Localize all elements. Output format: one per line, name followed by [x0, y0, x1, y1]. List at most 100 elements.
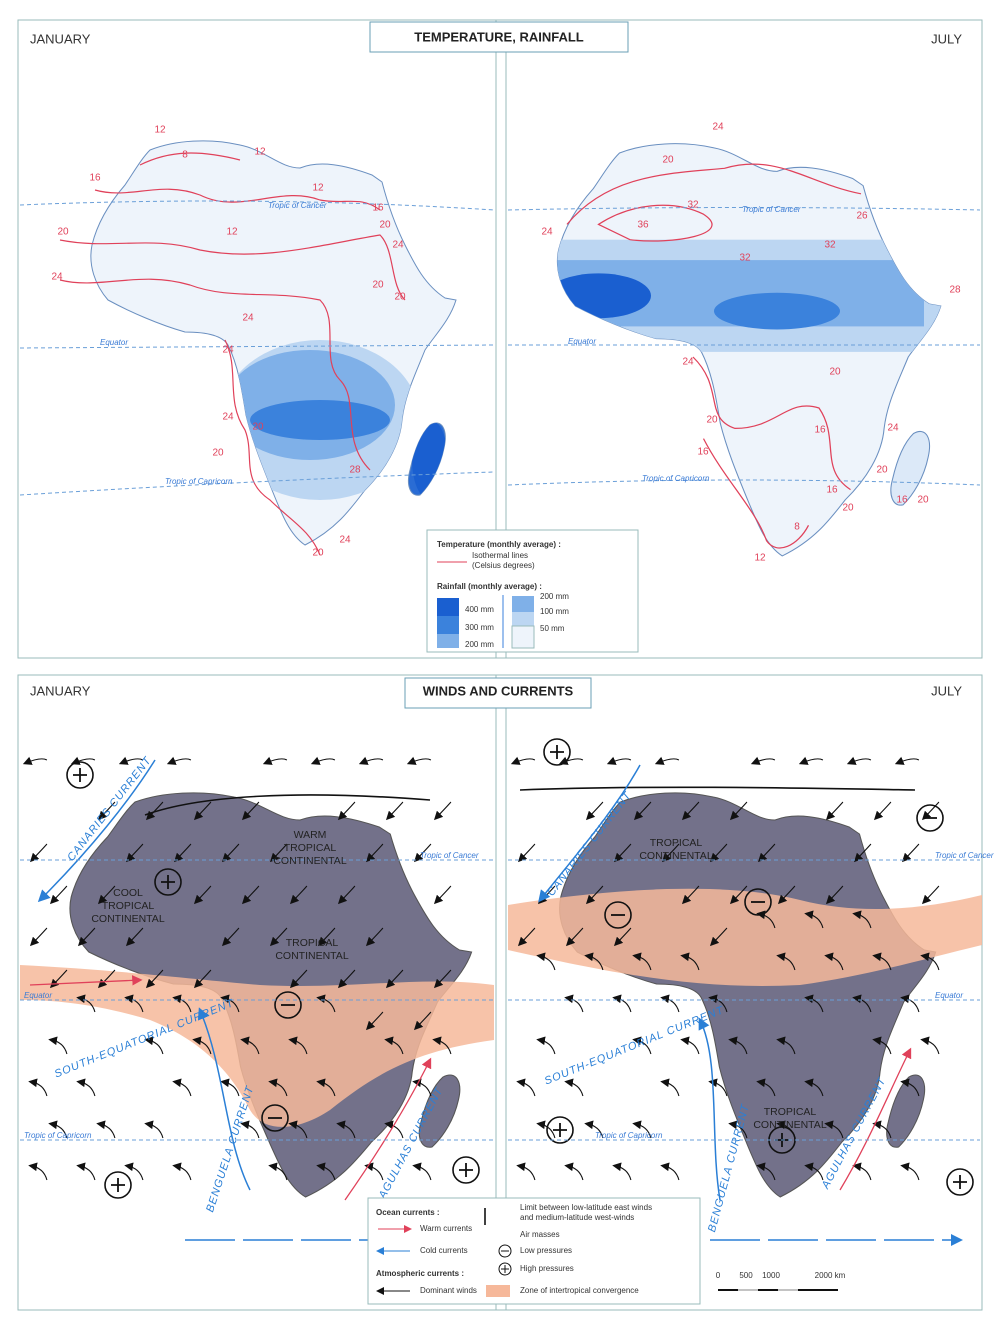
cold-current	[37, 759, 156, 903]
wind-arrow	[660, 1162, 680, 1181]
wind-arrow	[166, 756, 192, 765]
isotherm-label: 36	[637, 220, 649, 231]
pressure-sign	[459, 1163, 473, 1177]
wind-arrow	[48, 1120, 68, 1139]
panel-title: WINDS AND CURRENTS	[423, 683, 574, 698]
low-pressure	[604, 901, 632, 929]
isotherm	[224, 339, 321, 556]
wind-arrow	[288, 1120, 308, 1139]
wind-arrows	[22, 756, 940, 1181]
isotherm-label: 12	[754, 553, 766, 564]
wind-arrow	[852, 910, 872, 929]
wind-arrow	[288, 1036, 308, 1055]
wind-arrow	[49, 885, 68, 905]
wind-arrow	[192, 1036, 212, 1055]
parallel-line	[19, 344, 495, 349]
legend-heading: Rainfall (monthly average) :	[437, 582, 542, 591]
isotherm-label: 24	[712, 122, 724, 133]
wind-arrow	[269, 843, 288, 863]
legend-text: Dominant winds	[420, 1286, 477, 1295]
air-mass-label: TROPICAL	[286, 937, 339, 949]
wind-arrow	[516, 1078, 536, 1097]
wind-arrow	[798, 756, 824, 765]
month-label: JULY	[931, 683, 962, 698]
isotherm	[702, 438, 810, 549]
air-mass-label: CONTINENTAL	[753, 1119, 826, 1131]
wind-arrow	[172, 1162, 192, 1181]
wind-arrow	[76, 1162, 96, 1181]
pressure-sign	[73, 768, 87, 782]
wind-arrow	[558, 756, 584, 765]
parallel-label: Tropic of Cancer	[935, 851, 994, 860]
legend-swatch	[512, 612, 534, 626]
wind-arrow	[220, 1078, 240, 1097]
wind-arrow	[268, 1078, 288, 1097]
wind-arrow	[358, 756, 384, 765]
wind-arrow	[517, 843, 536, 863]
wind-arrow	[606, 756, 632, 765]
isotherm-label: 32	[739, 253, 751, 264]
isotherm-label: 20	[876, 465, 888, 476]
wind-arrow	[709, 927, 728, 947]
wind-arrow	[894, 756, 920, 765]
isotherm-label: 16	[372, 203, 384, 214]
legend-heading: Atmospheric currents :	[376, 1269, 464, 1278]
pressure-sign	[953, 1175, 967, 1189]
isotherm-label: 16	[814, 425, 826, 436]
low-pressure	[916, 804, 944, 832]
ocean-currents	[29, 759, 960, 1240]
wind-arrow	[729, 801, 748, 821]
wind-arrow	[585, 885, 604, 905]
wind-arrow	[144, 1120, 164, 1139]
wind-arrow	[660, 1078, 680, 1097]
wind-arrow	[22, 756, 48, 765]
wind-arrow	[316, 994, 336, 1013]
wind-arrow	[145, 969, 164, 989]
air-mass-label: TROPICAL	[284, 842, 337, 854]
current-label: BENGUELA CURRENT	[204, 1084, 256, 1214]
legend-box	[367, 1197, 701, 1305]
rain-zone	[412, 420, 448, 500]
scale-label: 2000 km	[815, 1271, 846, 1280]
legend-text: Low pressures	[520, 1246, 572, 1255]
wind-arrow	[900, 994, 920, 1013]
itcz-zone	[508, 888, 982, 986]
legend-text: 200 mm	[465, 640, 494, 649]
wind-arrow	[654, 756, 680, 765]
scale-bar: 0 500 1000 2000 km	[716, 1271, 846, 1291]
panel-frame	[17, 674, 983, 1311]
air-mass-label: TROPICAL	[650, 837, 703, 849]
wind-arrow	[124, 994, 144, 1013]
wind-arrow	[406, 756, 432, 765]
wind-arrow	[412, 1162, 432, 1181]
isotherm-label: 20	[57, 227, 69, 238]
parallel-label: Tropic of Cancer	[420, 851, 479, 860]
wind-arrow	[125, 843, 144, 863]
air-mass-label: CONTINENTAL	[91, 913, 164, 925]
isotherms	[59, 152, 406, 556]
wind-arrow	[613, 927, 632, 947]
wind-arrow	[316, 1162, 336, 1181]
air-mass-label: TROPICAL	[764, 1106, 817, 1118]
parallel-label: Equator	[568, 337, 596, 346]
isotherm-label: 20	[829, 367, 841, 378]
isotherm-label: 20	[252, 422, 264, 433]
parallel-label: Tropic of Capricorn	[642, 474, 710, 483]
wind-arrow	[536, 952, 556, 971]
legend: Temperature (monthly average) : Isotherm…	[426, 529, 639, 653]
wind-arrow	[310, 756, 336, 765]
wind-arrow	[660, 994, 680, 1013]
parallels: Tropic of Cancer Equator Tropic of Capri…	[20, 851, 994, 1141]
wind-arrow	[565, 927, 584, 947]
title-box	[404, 677, 592, 709]
wind-arrow	[633, 801, 652, 821]
air-mass-label: COOL	[113, 887, 143, 899]
wind-arrow	[825, 801, 844, 821]
wind-arrow	[756, 1078, 776, 1097]
isotherm-label: 16	[896, 495, 908, 506]
legend-text: Zone of intertropical convergence	[520, 1286, 639, 1295]
high-pressure	[154, 868, 182, 896]
isotherm-label: 20	[842, 503, 854, 514]
legend-text: 300 mm	[465, 623, 494, 632]
wind-arrow	[921, 885, 940, 905]
